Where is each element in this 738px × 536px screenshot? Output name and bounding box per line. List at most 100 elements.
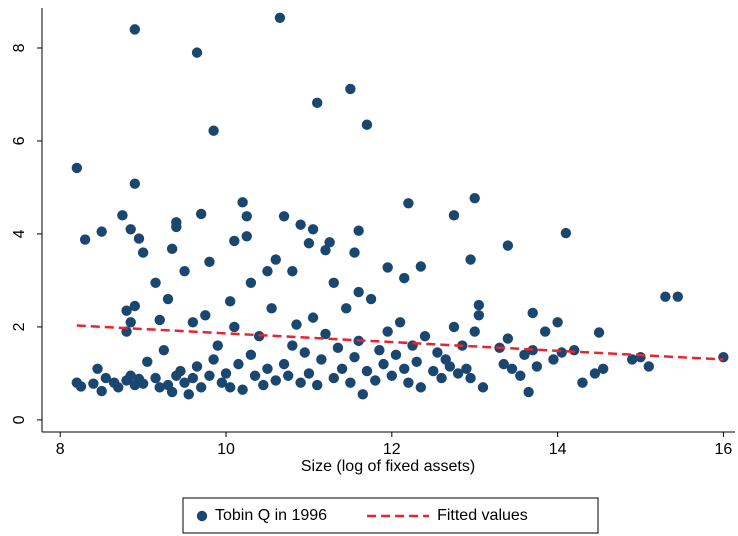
scatter-point [635, 351, 646, 363]
scatter-point [299, 347, 310, 358]
scatter-point [129, 178, 141, 189]
scatter-point [552, 317, 563, 328]
scatter-point [133, 233, 145, 244]
scatter-point [307, 312, 319, 323]
x-tick-label: 16 [714, 441, 732, 458]
scatter-point [328, 372, 339, 384]
scatter-point [316, 354, 327, 365]
legend-box [182, 497, 599, 534]
scatter-point [291, 319, 302, 330]
scatter-point [353, 286, 364, 298]
scatter-point [158, 344, 170, 356]
scatter-point [378, 358, 389, 370]
scatter-point [121, 305, 132, 316]
scatter-point [204, 256, 215, 268]
scatter-point [79, 234, 91, 245]
scatter-point [382, 326, 393, 337]
scatter-point [150, 277, 161, 288]
scatter-point [187, 372, 199, 384]
scatter-point [125, 224, 136, 235]
scatter-point [224, 296, 236, 307]
x-axis-label: Size (log of fixed assets) [301, 458, 475, 475]
scatter-point [137, 378, 149, 389]
scatter-point [502, 333, 514, 344]
scatter-point [154, 314, 165, 326]
y-tick-label: 6 [11, 136, 28, 145]
scatter-point [262, 363, 273, 374]
legend-marker [196, 510, 208, 522]
scatter-point [100, 372, 112, 384]
scatter-point [175, 365, 186, 377]
scatter-point [287, 340, 298, 351]
scatter-point [597, 363, 609, 374]
scatter-point [407, 340, 418, 351]
y-tick-label: 2 [11, 322, 28, 331]
scatter-point [465, 372, 476, 384]
scatter-point [92, 363, 103, 374]
scatter-point [278, 358, 290, 370]
scatter-point [258, 379, 269, 391]
scatter-point [498, 358, 509, 370]
scatter-point [415, 261, 427, 272]
scatter-point [361, 119, 373, 130]
scatter-point [448, 210, 460, 221]
scatter-point [465, 254, 476, 265]
scatter-point [200, 310, 211, 321]
scatter-point [473, 310, 485, 321]
scatter-point [349, 351, 360, 363]
scatter-point [179, 377, 190, 388]
y-tick-label: 0 [11, 415, 28, 424]
scatter-point [361, 365, 373, 377]
scatter-point [125, 370, 136, 381]
scatter-point [432, 347, 443, 358]
scatter-point [627, 354, 638, 365]
scatter-point [345, 377, 356, 388]
scatter-point [287, 265, 298, 277]
scatter-point [137, 247, 149, 258]
y-tick-label: 8 [11, 43, 28, 52]
scatter-point [204, 370, 215, 381]
scatter-point [365, 293, 377, 305]
scatter-point [71, 162, 83, 174]
scatter-point [245, 277, 257, 288]
scatter-point [129, 300, 141, 312]
scatter-point [191, 361, 203, 372]
scatter-point [548, 354, 559, 365]
scatter-point [229, 321, 240, 333]
scatter-point [428, 365, 439, 377]
scatter-point [220, 368, 232, 379]
scatter-point [191, 47, 203, 58]
scatter-point [469, 192, 480, 204]
scatter-point [328, 277, 339, 288]
scatter-point [349, 247, 360, 258]
scatter-point [249, 370, 261, 381]
scatter-point [436, 372, 447, 384]
scatter-point [266, 303, 277, 314]
scatter-point [274, 12, 286, 23]
scatter-point [643, 361, 654, 372]
scatter-point [166, 243, 178, 255]
scatter-point [295, 377, 306, 388]
scatter-point [527, 307, 538, 319]
scatter-point [531, 361, 543, 372]
scatter-point [195, 208, 207, 220]
scatter-point [216, 377, 228, 388]
scatter-point [162, 293, 174, 305]
scatter-point [672, 291, 684, 302]
scatter-point [233, 358, 244, 370]
scatter-point [237, 384, 248, 395]
scatter-point [150, 372, 161, 384]
y-tick-label: 4 [11, 229, 28, 238]
scatter-point [320, 328, 331, 340]
scatter-point [539, 326, 551, 337]
scatter-point [241, 231, 252, 242]
scatter-point [394, 317, 406, 328]
scatter-point [660, 291, 671, 302]
scatter-point [411, 356, 422, 367]
scatter-point [477, 382, 489, 393]
scatter-point [415, 382, 427, 393]
scatter-point [341, 303, 352, 314]
scatter-point [353, 225, 364, 236]
scatter-point [303, 368, 315, 379]
scatter-point [208, 354, 219, 365]
